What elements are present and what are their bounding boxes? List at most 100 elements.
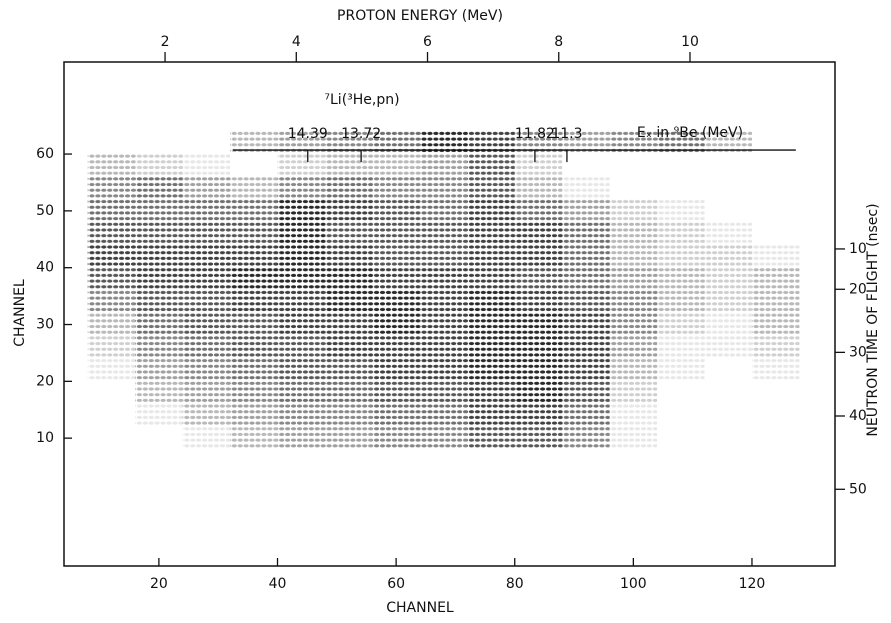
density-cell [277, 290, 325, 314]
density-cell [562, 358, 610, 382]
density-cell [467, 426, 515, 450]
density-cell [230, 267, 278, 291]
density-cell [514, 222, 563, 245]
density-cell [467, 176, 515, 200]
density-cell [514, 267, 563, 291]
density-cell [87, 335, 136, 359]
density-cell [230, 404, 278, 427]
density-cell [324, 404, 373, 427]
density-cell [182, 176, 231, 200]
density-cell [704, 244, 752, 268]
density-cell [514, 335, 563, 359]
density-cell [230, 176, 278, 200]
density-cell [135, 244, 183, 268]
density-cell [609, 335, 658, 359]
density-cell [324, 426, 373, 450]
density-cell [372, 335, 420, 359]
density-cell [372, 313, 420, 336]
density-cell [419, 154, 468, 177]
density-cell [230, 222, 278, 245]
density-cell [514, 290, 563, 314]
density-cell [751, 244, 800, 268]
density-cell [704, 290, 752, 314]
density-cell [324, 176, 373, 200]
density-cell [609, 358, 658, 382]
density-cell [419, 267, 468, 291]
density-cell [277, 381, 325, 405]
x2-tick-label: 8 [554, 34, 563, 50]
top-axis-title: PROTON ENERGY (MeV) [337, 8, 503, 24]
level-label: 11.3 [551, 126, 582, 142]
density-cell [467, 335, 515, 359]
density-cell [182, 222, 231, 245]
density-cell [87, 358, 136, 382]
density-cell [562, 313, 610, 336]
density-cell [657, 358, 705, 382]
x2-tick-label: 10 [681, 34, 699, 50]
y2-tick-label: 10 [849, 241, 867, 257]
density-cell [419, 290, 468, 314]
density-cell [609, 267, 658, 291]
density-cell [182, 358, 231, 382]
density-cell [135, 381, 183, 405]
density-cell [87, 154, 136, 177]
density-cell [514, 381, 563, 405]
y2-tick-label: 20 [849, 281, 867, 297]
y2-tick-label: 40 [849, 408, 867, 424]
density-cell [704, 335, 752, 359]
density-cell [467, 131, 515, 155]
density-cell [514, 244, 563, 268]
density-cell [514, 426, 563, 450]
density-cell [562, 199, 610, 223]
y-tick-label: 50 [36, 203, 54, 219]
density-cell [609, 131, 658, 155]
density-cell [419, 358, 468, 382]
density-cell [324, 358, 373, 382]
y-tick-label: 10 [36, 430, 54, 446]
density-cell [324, 154, 373, 177]
density-cell [277, 199, 325, 223]
density-cell [562, 222, 610, 245]
density-cell [419, 335, 468, 359]
density-cell [657, 131, 705, 155]
density-cell [419, 381, 468, 405]
density-cell [514, 313, 563, 336]
y2-tick-label: 30 [849, 344, 867, 360]
density-cell [182, 199, 231, 223]
x2-tick-label: 2 [161, 34, 170, 50]
density-cell [372, 358, 420, 382]
density-cell [609, 244, 658, 268]
density-cell [419, 426, 468, 450]
density-cell [135, 313, 183, 336]
density-cell [562, 335, 610, 359]
density-cell [277, 313, 325, 336]
density-cell [562, 131, 610, 155]
density-cell [419, 222, 468, 245]
y-tick-label: 60 [36, 146, 54, 162]
density-cell [514, 404, 563, 427]
density-cell [419, 313, 468, 336]
plot-frame [63, 61, 836, 567]
density-cell [751, 358, 800, 382]
density-cell [182, 335, 231, 359]
density-cell [467, 267, 515, 291]
density-cell [87, 222, 136, 245]
density-cell [324, 131, 373, 155]
reaction-label: ⁷Li(³He,pn) [324, 92, 399, 108]
density-cell [230, 426, 278, 450]
density-cell [657, 244, 705, 268]
density-cell [372, 176, 420, 200]
density-cell [230, 381, 278, 405]
x2-tick-label: 6 [423, 34, 432, 50]
density-cell [609, 404, 658, 427]
density-cell [657, 335, 705, 359]
y-tick-label: 30 [36, 317, 54, 333]
density-cell [657, 313, 705, 336]
density-cell [277, 244, 325, 268]
density-cell [324, 267, 373, 291]
density-cell [609, 290, 658, 314]
density-cell [514, 358, 563, 382]
density-cell [230, 313, 278, 336]
density-cell [135, 267, 183, 291]
density-cell [324, 290, 373, 314]
